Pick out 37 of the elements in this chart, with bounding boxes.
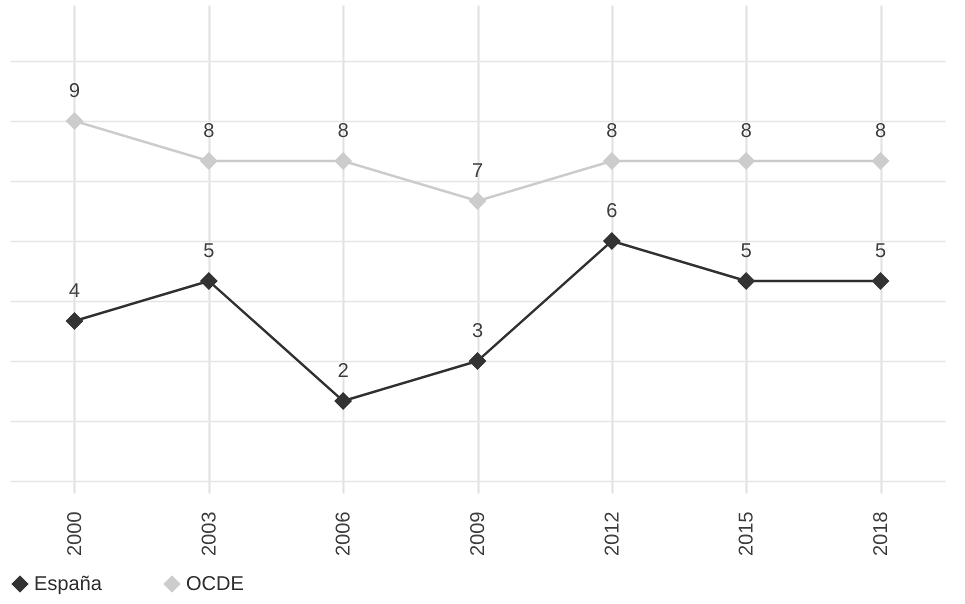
point	[468, 192, 486, 210]
point	[872, 152, 890, 170]
legend-label: OCDE	[186, 573, 244, 595]
point	[200, 272, 218, 290]
point	[66, 312, 84, 330]
data-label: 2	[338, 360, 349, 382]
data-label: 3	[472, 320, 484, 342]
data-label: 4	[68, 280, 80, 302]
x-tick-label: 2015	[736, 512, 758, 556]
point	[334, 392, 352, 410]
legend-label: España	[34, 573, 103, 595]
data-label: 8	[874, 120, 886, 142]
x-tick-label: 2018	[870, 512, 892, 556]
point	[602, 232, 621, 250]
point	[737, 152, 756, 170]
point	[602, 152, 621, 170]
point	[334, 152, 352, 170]
data-label: 5	[740, 240, 752, 262]
x-tick-label: 2009	[467, 512, 489, 556]
data-label: 8	[203, 120, 214, 142]
x-tick-label: 2006	[332, 512, 355, 556]
data-label: 8	[740, 120, 752, 142]
point	[200, 152, 218, 170]
data-label: 8	[338, 120, 349, 142]
data-label: 7	[472, 160, 484, 182]
data-label: 8	[606, 120, 618, 142]
point	[468, 352, 486, 370]
point	[737, 272, 756, 290]
x-tick-label: 2000	[64, 512, 86, 556]
data-label: 5	[203, 240, 214, 262]
x-tick-label: 2003	[198, 512, 220, 556]
data-label: 9	[68, 80, 80, 102]
data-label: 5	[874, 240, 886, 262]
point	[66, 112, 84, 130]
data-label: 6	[606, 200, 618, 222]
point	[872, 272, 890, 290]
x-tick-label: 2012	[601, 512, 624, 556]
